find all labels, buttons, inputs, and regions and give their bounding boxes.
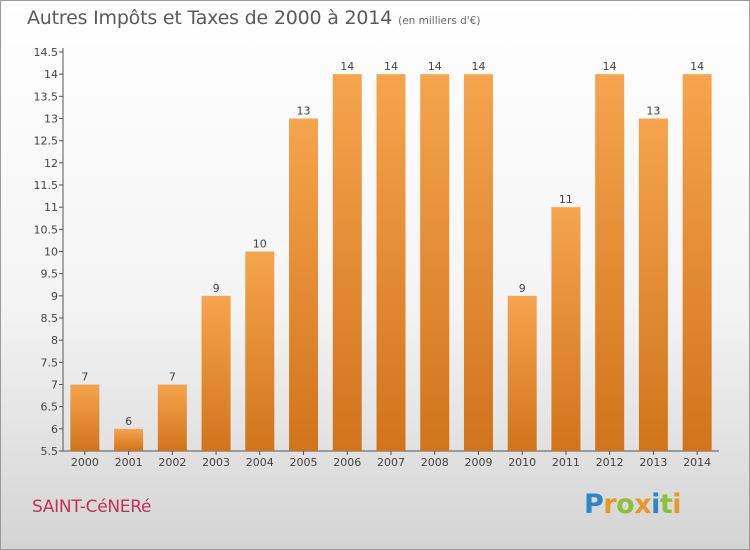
bar-value-label: 13: [297, 105, 311, 118]
bar-value-label: 10: [253, 238, 267, 251]
y-tick-label: 6: [51, 423, 58, 436]
bar-value-label: 14: [690, 60, 704, 73]
bar-value-label: 14: [428, 60, 442, 73]
bar-value-label: 6: [125, 415, 132, 428]
chart-title-text: Autres Impôts et Taxes de 2000 à 2014: [27, 7, 393, 29]
y-tick-label: 10: [44, 246, 58, 259]
y-tick-label: 11: [44, 201, 58, 214]
y-tick-label: 7: [51, 379, 58, 392]
bar-2010[interactable]: [507, 295, 537, 451]
bar-2003[interactable]: [201, 295, 231, 451]
bar-2002[interactable]: [157, 384, 187, 452]
y-tick-label: 8.5: [41, 312, 59, 325]
x-tick-label: 2006: [333, 456, 361, 469]
town-name: SAINT-CéNERé: [32, 497, 152, 517]
bar-2013[interactable]: [638, 118, 668, 452]
x-tick-label: 2004: [246, 456, 274, 469]
y-tick-label: 5.5: [41, 445, 59, 458]
bar-value-label: 9: [213, 282, 220, 295]
bar-2000[interactable]: [70, 384, 100, 452]
x-tick-label: 2001: [115, 456, 143, 469]
y-tick-label: 13: [44, 113, 58, 126]
y-tick-label: 6.5: [41, 401, 59, 414]
y-tick-label: 10.5: [34, 223, 59, 236]
bar-value-label: 14: [384, 60, 398, 73]
bar-value-label: 11: [559, 193, 573, 206]
x-tick-label: 2003: [202, 456, 230, 469]
bar-2006[interactable]: [332, 74, 362, 452]
y-tick-label: 14.5: [34, 46, 59, 59]
bar-2011[interactable]: [551, 207, 581, 451]
bar-value-label: 13: [646, 105, 660, 118]
y-tick-label: 12.5: [34, 135, 59, 148]
bar-2001[interactable]: [114, 428, 144, 451]
y-tick-label: 7.5: [41, 356, 59, 369]
bar-value-label: 7: [169, 371, 176, 384]
bar-2008[interactable]: [420, 74, 450, 452]
bar-2005[interactable]: [289, 118, 319, 452]
y-tick-label: 12: [44, 157, 58, 170]
y-tick-label: 11.5: [34, 179, 59, 192]
bar-2012[interactable]: [595, 74, 625, 452]
x-tick-label: 2005: [290, 456, 318, 469]
x-tick-label: 2007: [377, 456, 405, 469]
y-tick-label: 9.5: [41, 268, 59, 281]
chart-unit-label: (en milliers d'€): [398, 15, 481, 27]
bar-value-label: 14: [603, 60, 617, 73]
x-tick-label: 2008: [421, 456, 449, 469]
bar-2004[interactable]: [245, 251, 275, 452]
x-tick-label: 2014: [683, 456, 711, 469]
x-tick-label: 2012: [596, 456, 624, 469]
y-tick-label: 9: [51, 290, 58, 303]
y-tick-label: 13.5: [34, 90, 59, 103]
bar-2007[interactable]: [376, 74, 406, 452]
x-tick-label: 2009: [464, 456, 492, 469]
bar-value-label: 14: [471, 60, 485, 73]
bar-value-label: 7: [81, 371, 88, 384]
x-tick-label: 2010: [508, 456, 536, 469]
x-tick-label: 2011: [552, 456, 580, 469]
x-tick-label: 2002: [158, 456, 186, 469]
x-tick-label: 2000: [71, 456, 99, 469]
bar-2014[interactable]: [682, 74, 712, 452]
bar-value-label: 14: [340, 60, 354, 73]
bar-value-label: 9: [519, 282, 526, 295]
proxiti-logo[interactable]: Proxiti: [584, 489, 682, 520]
x-tick-label: 2013: [639, 456, 667, 469]
y-tick-label: 14: [44, 68, 58, 81]
chart-title: Autres Impôts et Taxes de 2000 à 2014 (en…: [27, 7, 480, 29]
chart-bars: [70, 74, 712, 452]
chart-labels: 7 2000 6 2001 7 2002 9 2003 10 2004 13 2005 14 2006 14…: [71, 60, 711, 469]
bar-2009[interactable]: [463, 74, 493, 452]
y-tick-label: 8: [51, 334, 58, 347]
